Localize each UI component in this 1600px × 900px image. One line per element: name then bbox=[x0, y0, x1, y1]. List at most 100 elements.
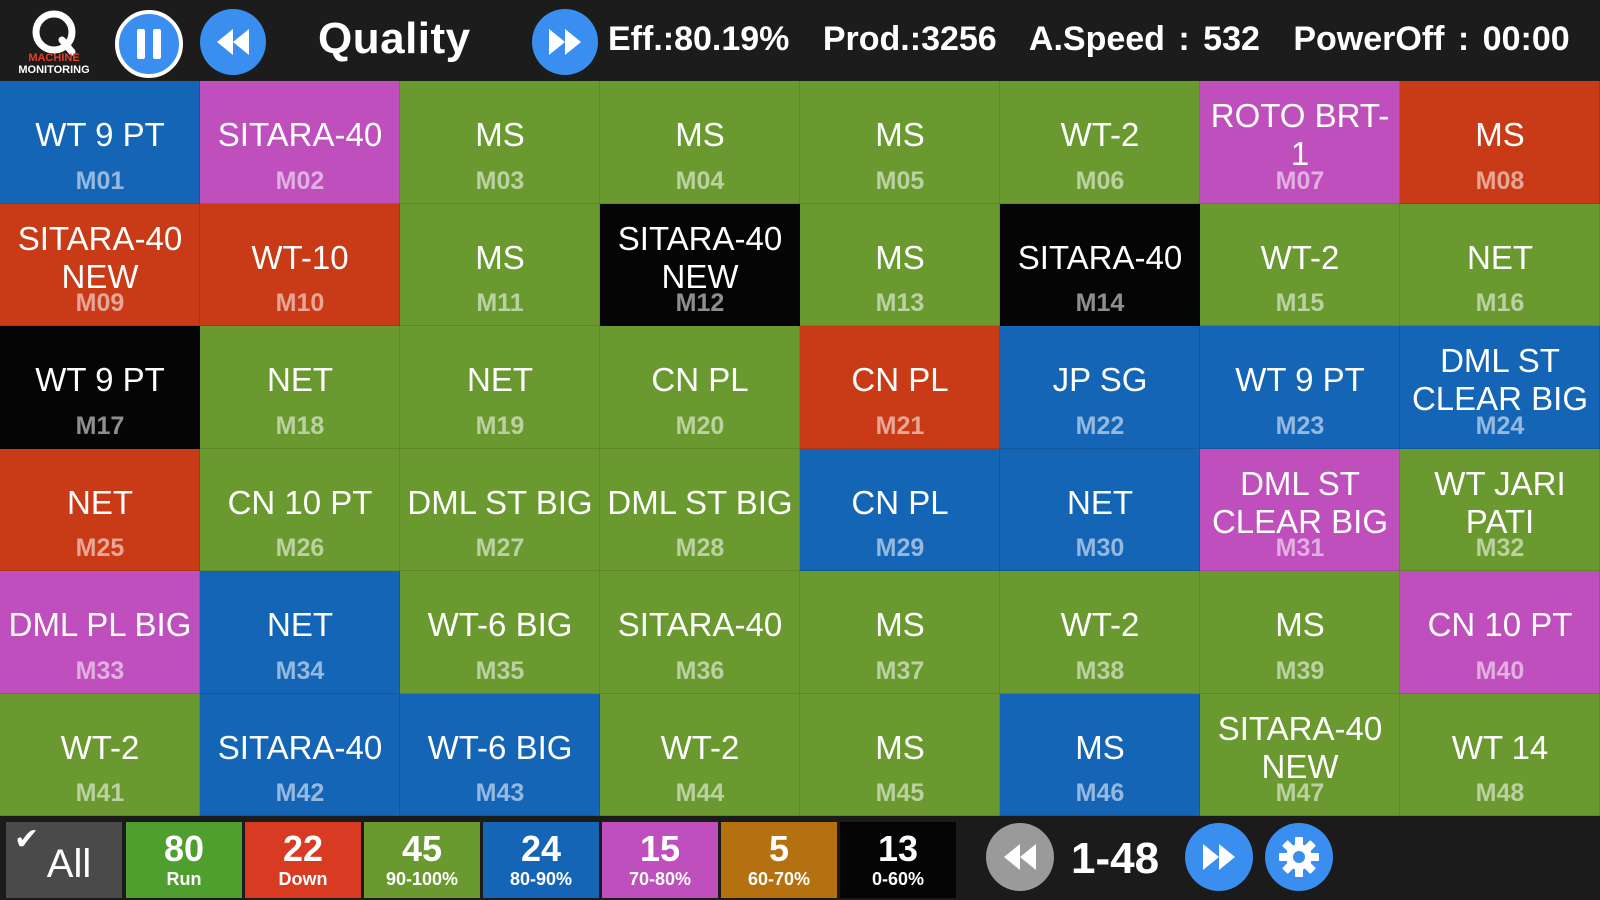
machine-tile[interactable]: WT JARI PATI M32 bbox=[1400, 448, 1600, 571]
machine-tile[interactable]: SITARA-40 NEW M09 bbox=[0, 203, 200, 326]
machine-tile[interactable]: SITARA-40 M42 bbox=[200, 693, 400, 816]
machine-tile[interactable]: MS M08 bbox=[1400, 81, 1600, 204]
machine-tile[interactable]: WT-2 M06 bbox=[1000, 81, 1200, 204]
filter-all-button[interactable]: ✔ All bbox=[6, 822, 122, 898]
pause-button[interactable] bbox=[115, 10, 183, 78]
machine-tile[interactable]: NET M30 bbox=[1000, 448, 1200, 571]
machine-code: M37 bbox=[875, 656, 925, 685]
previous-page-button[interactable] bbox=[986, 823, 1054, 891]
machine-tile[interactable]: WT 9 PT M17 bbox=[0, 326, 200, 449]
machine-product-label: DML ST BIG bbox=[607, 483, 793, 521]
machine-tile[interactable]: SITARA-40 NEW M12 bbox=[600, 203, 800, 326]
machine-tile[interactable]: CN PL M21 bbox=[800, 326, 1000, 449]
machine-code: M47 bbox=[1275, 779, 1325, 807]
filter-chip[interactable]: 15 70-80% bbox=[602, 822, 718, 898]
machine-tile[interactable]: SITARA-40 M14 bbox=[1000, 203, 1200, 326]
machine-code: M17 bbox=[75, 411, 125, 440]
machine-product-label: MS bbox=[875, 116, 925, 154]
machine-tile[interactable]: NET M34 bbox=[200, 571, 400, 694]
machine-tile[interactable]: WT-2 M15 bbox=[1200, 203, 1400, 326]
filter-chip[interactable]: 13 0-60% bbox=[840, 822, 956, 898]
machine-tile[interactable]: DML ST CLEAR BIG M31 bbox=[1200, 448, 1400, 571]
machine-tile[interactable]: WT 14 M48 bbox=[1400, 693, 1600, 816]
machine-product-label: WT-2 bbox=[1260, 238, 1340, 276]
machine-tile[interactable]: MS M03 bbox=[400, 81, 600, 204]
previous-page-icon bbox=[1004, 844, 1036, 870]
machine-tile[interactable]: WT 9 PT M01 bbox=[0, 81, 200, 204]
machine-tile[interactable]: WT 9 PT M23 bbox=[1200, 326, 1400, 449]
filter-count: 22 bbox=[282, 828, 324, 869]
filter-chip[interactable]: 80 Run bbox=[126, 822, 242, 898]
machine-product-label: WT-6 BIG bbox=[427, 728, 573, 766]
machine-product-label: MS bbox=[875, 728, 925, 766]
logo-text-top: MACHINE bbox=[28, 52, 79, 64]
machine-product-label: WT 9 PT bbox=[1235, 361, 1365, 399]
machine-tile[interactable]: DML ST CLEAR BIG M24 bbox=[1400, 326, 1600, 449]
machine-product-label: CN PL bbox=[851, 483, 949, 521]
machine-tile[interactable]: WT-2 M44 bbox=[600, 693, 800, 816]
machine-tile[interactable]: DML ST BIG M27 bbox=[400, 448, 600, 571]
machine-tile[interactable]: WT-10 M10 bbox=[200, 203, 400, 326]
machine-tile[interactable]: ROTO BRT-1 M07 bbox=[1200, 81, 1400, 204]
settings-button[interactable] bbox=[1265, 823, 1333, 891]
filter-chip[interactable]: 5 60-70% bbox=[721, 822, 837, 898]
fast-forward-button[interactable] bbox=[532, 9, 598, 75]
machine-code: M01 bbox=[75, 166, 125, 195]
machine-tile[interactable]: MS M04 bbox=[600, 81, 800, 204]
machine-tile[interactable]: CN 10 PT M40 bbox=[1400, 571, 1600, 694]
machine-tile[interactable]: SITARA-40 NEW M47 bbox=[1200, 693, 1400, 816]
filter-label: 0-60% bbox=[871, 869, 925, 889]
machine-tile[interactable]: WT-2 M41 bbox=[0, 693, 200, 816]
filter-chip[interactable]: 45 90-100% bbox=[364, 822, 480, 898]
machine-product-label: ROTO BRT-1 bbox=[1210, 97, 1390, 173]
machine-code: M16 bbox=[1475, 289, 1525, 317]
machine-tile[interactable]: WT-6 BIG M35 bbox=[400, 571, 600, 694]
machine-product-label: NET bbox=[467, 361, 533, 399]
machine-code: M05 bbox=[875, 166, 925, 195]
machine-product-label: SITARA-40 bbox=[217, 728, 383, 766]
machine-tile[interactable]: CN 10 PT M26 bbox=[200, 448, 400, 571]
filter-chip[interactable]: 22 Down bbox=[245, 822, 361, 898]
machine-product-label: DML ST CLEAR BIG bbox=[1411, 342, 1589, 418]
machine-code: M42 bbox=[275, 779, 325, 807]
power-off-stat: PowerOff : 00:00 bbox=[1293, 20, 1570, 58]
machine-tile[interactable]: SITARA-40 M02 bbox=[200, 81, 400, 204]
screen-title: Quality bbox=[318, 14, 471, 63]
machine-tile[interactable]: NET M16 bbox=[1400, 203, 1600, 326]
machine-tile[interactable]: DML ST BIG M28 bbox=[600, 448, 800, 571]
machine-tile[interactable]: MS M05 bbox=[800, 81, 1000, 204]
machine-product-label: WT 9 PT bbox=[35, 116, 165, 154]
machine-product-label: MS bbox=[875, 238, 925, 276]
rewind-button[interactable] bbox=[200, 9, 266, 75]
machine-product-label: WT-10 bbox=[251, 238, 349, 276]
machine-tile[interactable]: NET M25 bbox=[0, 448, 200, 571]
machine-tile[interactable]: NET M19 bbox=[400, 326, 600, 449]
machine-tile[interactable]: SITARA-40 M36 bbox=[600, 571, 800, 694]
machine-tile[interactable]: MS M37 bbox=[800, 571, 1000, 694]
machine-product-label: NET bbox=[1067, 483, 1133, 521]
machine-tile[interactable]: CN PL M20 bbox=[600, 326, 800, 449]
machine-tile[interactable]: MS M11 bbox=[400, 203, 600, 326]
machine-product-label: NET bbox=[267, 606, 333, 644]
summary-stats: Eff.:80.19% Prod.:3256 A.Speed : 532 Pow… bbox=[608, 20, 1590, 59]
machine-tile[interactable]: MS M39 bbox=[1200, 571, 1400, 694]
machine-tile[interactable]: WT-2 M38 bbox=[1000, 571, 1200, 694]
machine-tile[interactable]: DML PL BIG M33 bbox=[0, 571, 200, 694]
page-range: 1-48 bbox=[1071, 834, 1160, 883]
machine-tile[interactable]: WT-6 BIG M43 bbox=[400, 693, 600, 816]
next-page-button[interactable] bbox=[1185, 823, 1253, 891]
machine-product-label: WT-2 bbox=[660, 728, 740, 766]
machine-tile[interactable]: MS M46 bbox=[1000, 693, 1200, 816]
machine-tile[interactable]: JP SG M22 bbox=[1000, 326, 1200, 449]
filter-chip[interactable]: 24 80-90% bbox=[483, 822, 599, 898]
machine-tile[interactable]: NET M18 bbox=[200, 326, 400, 449]
rewind-icon bbox=[217, 29, 249, 55]
machine-tile[interactable]: CN PL M29 bbox=[800, 448, 1000, 571]
machine-code: M45 bbox=[875, 779, 925, 807]
machine-code: M03 bbox=[475, 166, 525, 195]
machine-product-label: WT 9 PT bbox=[35, 361, 165, 399]
machine-tile[interactable]: MS M13 bbox=[800, 203, 1000, 326]
filter-label: 70-80% bbox=[628, 869, 692, 889]
machine-tile[interactable]: MS M45 bbox=[800, 693, 1000, 816]
machine-code: M19 bbox=[475, 411, 525, 440]
